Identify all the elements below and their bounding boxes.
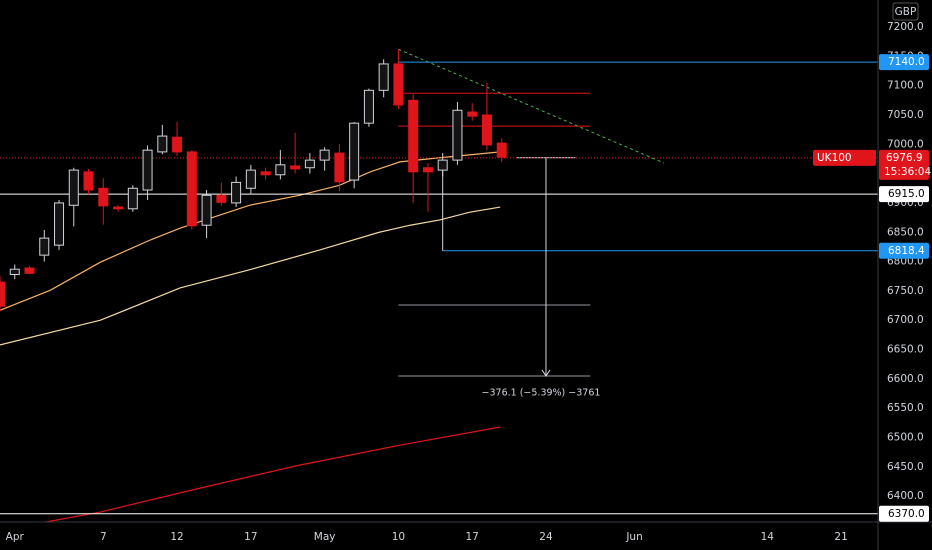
symbol-box	[813, 149, 876, 166]
x-tick-label: May	[314, 531, 336, 543]
x-tick-label: 17	[244, 531, 257, 543]
level-label: 6818.4	[888, 245, 925, 257]
y-tick-label: 6450.0	[887, 461, 924, 473]
candle-body	[437, 159, 448, 171]
candle-body	[290, 165, 301, 170]
candle-body	[157, 135, 168, 153]
candle-body	[54, 202, 65, 246]
candle-body	[452, 109, 463, 161]
y-tick-label: 6550.0	[887, 402, 924, 414]
x-tick-label: 7	[100, 531, 107, 543]
candle-body	[245, 169, 256, 189]
candle-body	[142, 149, 153, 191]
candle-body	[83, 171, 94, 191]
symbol-label: UK100	[817, 152, 852, 164]
candle-body	[422, 167, 433, 173]
level-box	[879, 242, 929, 259]
x-tick-label: 21	[834, 531, 847, 543]
candle-body	[68, 169, 79, 206]
candle-body	[319, 149, 330, 161]
candle-body	[260, 171, 271, 176]
candle-body	[334, 152, 345, 183]
y-tick-label: 6500.0	[887, 432, 924, 444]
candle-body	[496, 142, 507, 158]
candle-body	[467, 111, 478, 117]
x-tick-label: Jun	[625, 531, 642, 543]
level-label: 7140.0	[888, 56, 925, 68]
y-tick-label: 6400.0	[887, 490, 924, 502]
moving-average	[0, 206, 501, 346]
candle-body	[363, 89, 374, 124]
last-price-label: 6976.9	[886, 152, 923, 164]
last-price-box	[879, 149, 929, 180]
candle-body	[24, 267, 35, 274]
level-box	[879, 186, 929, 203]
candle-body	[216, 194, 227, 203]
candle-body	[378, 63, 389, 91]
y-tick-label: 6850.0	[887, 226, 924, 238]
moving-average	[0, 151, 501, 311]
candle-body	[393, 63, 404, 106]
candle-body	[172, 136, 183, 153]
y-tick-label: 6700.0	[887, 314, 924, 326]
y-tick-label: 7100.0	[887, 80, 924, 92]
plot-area: −376.1 (−5.39%) −3761	[0, 48, 878, 522]
measure-label: −376.1 (−5.39%) −3761	[482, 387, 601, 398]
x-tick-label: Apr	[6, 531, 25, 543]
level-label: 6915.0	[888, 188, 925, 200]
candle-body	[275, 164, 286, 176]
x-tick-label: 24	[539, 531, 553, 543]
y-tick-label: 7050.0	[887, 109, 924, 121]
currency: GBP	[895, 6, 917, 18]
drawing-segment	[398, 48, 665, 164]
y-tick-label: 7000.0	[887, 138, 924, 150]
candle-body	[349, 122, 360, 181]
candle-body	[481, 114, 492, 146]
level-label: 6370.0	[888, 508, 925, 520]
measure-arrow-head	[541, 369, 551, 377]
candle-body	[304, 159, 315, 169]
y-tick-label: 6750.0	[887, 285, 924, 297]
candle-body	[408, 99, 419, 173]
candle-body	[39, 237, 50, 256]
countdown-label: 15:36:04	[884, 166, 931, 178]
x-tick-label: 12	[170, 531, 183, 543]
candle-body	[186, 151, 197, 227]
level-box	[879, 505, 929, 522]
y-tick-label: 6600.0	[887, 373, 924, 385]
currency-box[interactable]	[892, 2, 919, 21]
candle-body	[201, 194, 212, 226]
x-tick-label: 17	[466, 531, 479, 543]
candle-body	[0, 281, 5, 307]
x-tick-label: 14	[761, 531, 775, 543]
candle-body	[231, 181, 242, 204]
candle-body	[113, 206, 124, 210]
x-tick-label: 10	[392, 531, 405, 543]
candle-body	[127, 187, 138, 210]
candle-body	[9, 268, 20, 275]
level-box	[879, 54, 929, 71]
y-tick-label: 6650.0	[887, 344, 924, 356]
y-tick-label: 7200.0	[887, 21, 924, 33]
candle-body	[98, 187, 109, 207]
